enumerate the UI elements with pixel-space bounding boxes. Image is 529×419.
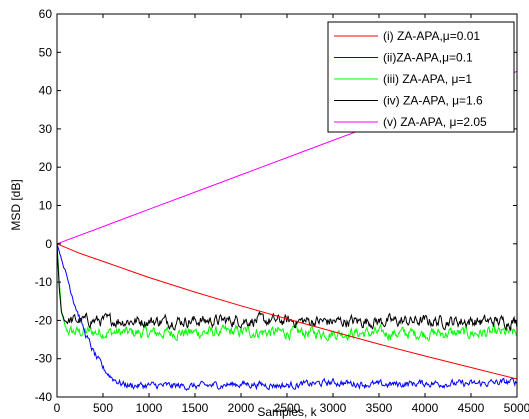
series-line-4 <box>56 243 518 332</box>
legend-label-4: (iv) ZA-APA, μ=1.6 <box>383 94 483 108</box>
x-tick-label: 1000 <box>136 401 163 415</box>
y-tick-label: -30 <box>35 352 53 366</box>
legend-label-3: (iii) ZA-APA, μ=1 <box>383 72 472 86</box>
series-line-2 <box>56 243 518 392</box>
legend-label-1: (i) ZA-APA,μ=0.01 <box>383 29 480 43</box>
legend-label-5: (v) ZA-APA, μ=2.05 <box>383 115 487 129</box>
y-tick-label: 10 <box>39 199 53 213</box>
x-tick-label: 2500 <box>274 401 301 415</box>
x-tick-label: 4500 <box>458 401 485 415</box>
y-tick-label: 40 <box>39 84 53 98</box>
y-tick-label: -40 <box>35 390 53 404</box>
x-tick-label: 4000 <box>412 401 439 415</box>
x-tick-label: 2000 <box>228 401 255 415</box>
y-tick-label: -10 <box>35 275 53 289</box>
x-tick-label: 1500 <box>182 401 209 415</box>
y-tick-label: 30 <box>39 122 53 136</box>
y-axis-label: MSD [dB] <box>9 179 23 230</box>
y-tick-label: -20 <box>35 313 53 327</box>
legend: (i) ZA-APA,μ=0.01 (ii)ZA-APA,μ=0.1 (iii) Z… <box>327 21 515 133</box>
x-tick-label: 3500 <box>366 401 393 415</box>
legend-box <box>327 21 515 133</box>
series-line-1 <box>56 243 518 380</box>
y-tick-label: 20 <box>39 160 53 174</box>
y-tick-label: 0 <box>45 237 52 251</box>
x-axis-label: Samples, k <box>257 405 317 419</box>
series-line-3 <box>56 243 518 342</box>
series-layer <box>56 70 518 392</box>
y-tick-label: 60 <box>39 7 53 21</box>
x-tick-label: 5000 <box>504 401 529 415</box>
x-tick-label: 0 <box>54 401 61 415</box>
x-tick-label: 3000 <box>320 401 347 415</box>
legend-label-2: (ii)ZA-APA,μ=0.1 <box>383 51 473 65</box>
x-tick-label: 500 <box>93 401 113 415</box>
y-tick-label: 50 <box>39 45 53 59</box>
axis-ticks: 0 500 1000 1500 2000 2500 3000 3500 4000 4500 5000… <box>35 7 529 415</box>
